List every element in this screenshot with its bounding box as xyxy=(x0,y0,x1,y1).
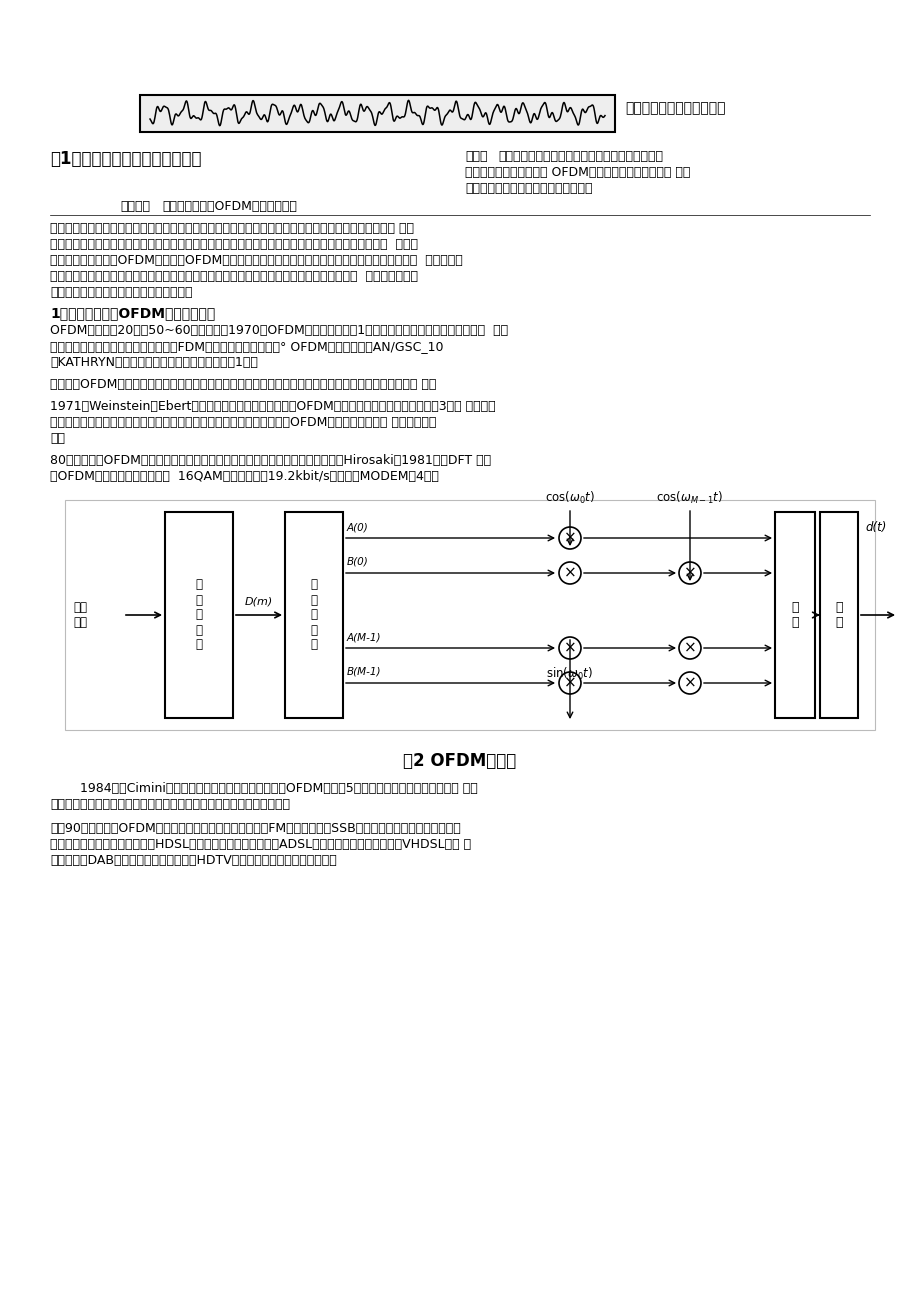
Text: 信
道: 信 道 xyxy=(834,601,842,628)
Text: B(M-1): B(M-1) xyxy=(346,666,381,677)
Text: 备。: 备。 xyxy=(50,432,65,445)
Text: 的OFDM调制技术，试验成功了  16QAM多路并行传送19.2kbit/s的电话线MODEM［4］。: 的OFDM调制技术，试验成功了 16QAM多路并行传送19.2kbit/s的电话… xyxy=(50,470,438,483)
Text: 重叠，但相互间又不影响的频分复用（FDM）方法来并行传送数据° OFDM早期的应用有AN/GSC_10: 重叠，但相互间又不影响的频分复用（FDM）方法来并行传送数据° OFDM早期的应… xyxy=(50,340,443,353)
Text: A(M-1): A(M-1) xyxy=(346,632,381,642)
Text: B(0): B(0) xyxy=(346,558,369,567)
Text: ×: × xyxy=(563,565,575,580)
Text: 80年代以后，OFDM的调制技术再一次成为研究热点。例如在有线信道的研究中，Hirosaki于1981年用DFT 完成: 80年代以后，OFDM的调制技术再一次成为研究热点。例如在有线信道的研究中，Hi… xyxy=(50,454,491,467)
Text: 摘要：: 摘要： xyxy=(464,150,487,163)
Text: 算机仿真。最后介绍了几种典型应用。: 算机仿真。最后介绍了几种典型应用。 xyxy=(464,182,592,195)
Text: ×: × xyxy=(563,640,575,656)
Text: 字声广播（DAB）及高清晰度数字电视（HDTV）和陆地广播等各种通信系统。: 字声广播（DAB）及高清晰度数字电视（HDTV）和陆地广播等各种通信系统。 xyxy=(50,854,336,867)
Text: D(m): D(m) xyxy=(244,597,273,607)
Text: OFDM的概念于20世纪50~60年代提出，1970年OFDM的专利被发表［1］，其基本思想通过采用允许子信道  频谱: OFDM的概念于20世纪50~60年代提出，1970年OFDM的专利被发表［1］… xyxy=(50,324,507,337)
Text: 无线通信提出了更高的要求。为有效解决无线信道中多径衰落和加性噪声等问题，同时降低系统成本，  人们采: 无线通信提出了更高的要求。为有效解决无线信道中多径衰落和加性噪声等问题，同时降低… xyxy=(50,237,417,251)
Text: 正交频分复用（OFDM）多载波调制: 正交频分复用（OFDM）多载波调制 xyxy=(162,199,297,213)
Text: 化了振荡器阵列以及相关接收机中本地载波之间严格同步的问题，为实现OFDM的全数字化方案作 了理论上的准: 化了振荡器阵列以及相关接收机中本地载波之间严格同步的问题，为实现OFDM的全数字… xyxy=(50,416,436,429)
Text: 对高速数字通信量一种非常有潜力的技术。: 对高速数字通信量一种非常有潜力的技术。 xyxy=(50,286,192,299)
Text: 1正交频分复用（OFDM）技术的发展: 1正交频分复用（OFDM）技术的发展 xyxy=(50,306,215,320)
Bar xyxy=(774,512,814,718)
Text: 正交频分复用技术及其应用: 正交频分复用技术及其应用 xyxy=(624,101,725,115)
Text: $\sin(\omega_0 t)$: $\sin(\omega_0 t)$ xyxy=(546,666,593,682)
Text: 串行
数据: 串行 数据 xyxy=(73,601,87,628)
Text: ×: × xyxy=(683,676,696,690)
Text: ×: × xyxy=(683,565,696,580)
Text: 随着通信需求的不断增长，宽带化已成为当今通信技术领域的主要发展方向之一，而网络的迅速增长使人 们对: 随着通信需求的不断增长，宽带化已成为当今通信技术领域的主要发展方向之一，而网络的… xyxy=(50,222,414,235)
Text: 移动通信、高速数字用户环路（HDSL）、非对称数字用户环路（ADSL）、超高速数字用户环路（VHDSL）、 数: 移动通信、高速数字用户环路（HDSL）、非对称数字用户环路（ADSL）、超高速数… xyxy=(50,838,471,851)
Text: 进入90年代以后，OFDM的应用又涉及到了利用移动调频（FM）和单边带（SSB）信道进行高速数据通信、陆地: 进入90年代以后，OFDM的应用又涉及到了利用移动调频（FM）和单边带（SSB）… xyxy=(50,823,460,834)
Text: 数
据
编
码
器: 数 据 编 码 器 xyxy=(196,579,202,652)
Text: ×: × xyxy=(563,530,575,546)
Bar xyxy=(65,500,874,729)
Text: 关键词：: 关键词： xyxy=(119,199,150,213)
Text: 图2 OFDM调制器: 图2 OFDM调制器 xyxy=(403,752,516,770)
Text: ×: × xyxy=(563,676,575,690)
Text: 用了正交频分复用（OFDM）技术。OFDM是一种多载波并行传输系统，通过延长传输符号的周期，增  强其抗抗回: 用了正交频分复用（OFDM）技术。OFDM是一种多载波并行传输系统，通过延长传输… xyxy=(50,255,462,268)
Circle shape xyxy=(678,562,700,584)
Text: 1984年，Cimini提出了一种适于无线信道传送数据的OFDM方案［5］。其特点是调制波的码型是方 波，: 1984年，Cimini提出了一种适于无线信道传送数据的OFDM方案［5］。其特… xyxy=(80,782,477,795)
Circle shape xyxy=(559,638,581,659)
Text: 相
加: 相 加 xyxy=(790,601,798,628)
Text: 在早期的OFDM系统中，发信机和相关接收机所需的副载波阵列是由正弦信号发生器产生的，系统复杂且昂 贵。: 在早期的OFDM系统中，发信机和相关接收机所需的副载波阵列是由正弦信号发生器产生… xyxy=(50,378,436,391)
Circle shape xyxy=(559,527,581,548)
Bar xyxy=(140,94,614,133)
Text: 图1正交频分复用信号频谱示意图: 图1正交频分复用信号频谱示意图 xyxy=(50,150,201,168)
Text: $\cos(\omega_0 t)$: $\cos(\omega_0 t)$ xyxy=(544,489,595,506)
Bar xyxy=(165,512,233,718)
Text: 原理及实现方法，构建了 OFDM系统的实现框图，并进行 了计: 原理及实现方法，构建了 OFDM系统的实现框图，并进行 了计 xyxy=(464,167,689,178)
Text: 并在码元间插入了保护间隔，该方案可以避免多径传播引起的码间串扰。: 并在码元间插入了保护间隔，该方案可以避免多径传播引起的码间串扰。 xyxy=(50,798,289,811)
Text: 波的能力。与传统的均衡器比较，它最大的特点在于结构简单，可大大降低成本，且在实际应  用中非常灵活，: 波的能力。与传统的均衡器比较，它最大的特点在于结构简单，可大大降低成本，且在实际… xyxy=(50,270,417,283)
Bar xyxy=(285,512,343,718)
Text: 简述了正交频分复用技术的发展及特点，论述了其: 简述了正交频分复用技术的发展及特点，论述了其 xyxy=(497,150,663,163)
Text: ×: × xyxy=(683,640,696,656)
Circle shape xyxy=(678,672,700,694)
Text: 1971年Weinstein和Ebert提出了使用离散傅立叶变换实现OFDM系统中的全部调制和解调功能［3］的 建议，简: 1971年Weinstein和Ebert提出了使用离散傅立叶变换实现OFDM系统… xyxy=(50,400,495,413)
Text: A(0): A(0) xyxy=(346,522,369,531)
Circle shape xyxy=(678,638,700,659)
Bar xyxy=(819,512,857,718)
Text: （KATHRYN）高频可变速率数传调制解调器等［1］。: （KATHRYN）高频可变速率数传调制解调器等［1］。 xyxy=(50,356,257,369)
Text: d(t): d(t) xyxy=(865,521,886,534)
Circle shape xyxy=(559,672,581,694)
Text: 串
并
变
换
器: 串 并 变 换 器 xyxy=(311,579,317,652)
Circle shape xyxy=(559,562,581,584)
Text: $\cos(\omega_{M-1}t)$: $\cos(\omega_{M-1}t)$ xyxy=(655,489,723,506)
